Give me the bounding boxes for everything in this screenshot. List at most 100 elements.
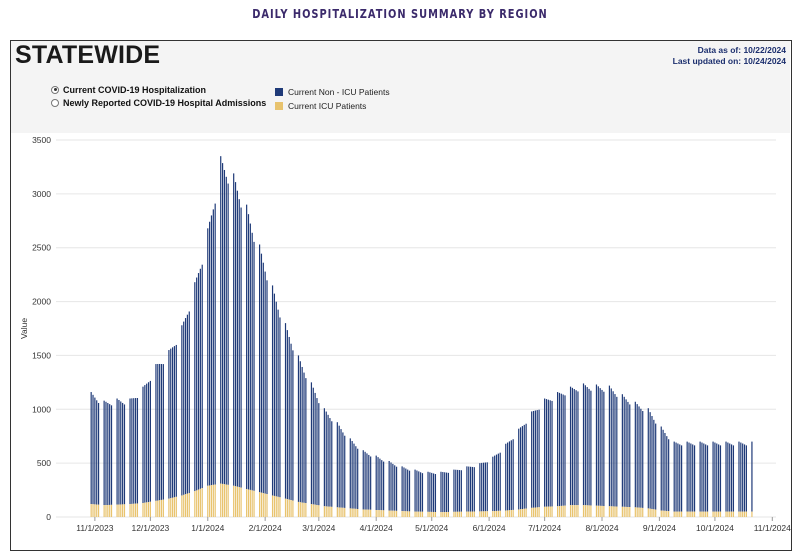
bar-icu (103, 505, 105, 517)
bar-non-icu (275, 301, 277, 497)
bar-icu (584, 505, 586, 517)
bar-non-icu (421, 473, 424, 512)
bar-non-icu (544, 398, 546, 507)
bar-icu (403, 511, 405, 517)
bar-icu (327, 506, 329, 517)
legend-swatch-icu (275, 102, 283, 110)
bar-non-icu (299, 361, 301, 503)
bar-icu (638, 507, 640, 517)
bar-non-icu (134, 398, 137, 504)
radio-label: Current COVID-19 Hospitalization (63, 84, 207, 95)
legend-item-icu[interactable]: Current ICU Patients (275, 99, 390, 113)
bar-icu (481, 511, 483, 517)
radio-new-admissions[interactable]: Newly Reported COVID-19 Hospital Admissi… (51, 96, 266, 109)
bar-non-icu (649, 412, 651, 509)
bar-icu (460, 511, 462, 517)
bar-icu (664, 510, 666, 517)
bar-icu (536, 507, 538, 517)
bar-non-icu (601, 389, 603, 506)
bar-icu (305, 503, 307, 517)
bar-non-icu (197, 273, 200, 490)
bar-icu (109, 504, 111, 517)
bar-non-icu (329, 418, 331, 507)
bar-icu (614, 506, 616, 517)
bar-icu (688, 511, 690, 517)
bar-icu (383, 510, 385, 517)
bar-icu (532, 507, 535, 517)
bar-icu (512, 509, 514, 517)
bar-non-icu (738, 441, 740, 512)
bar-non-icu (297, 355, 300, 502)
bar-non-icu (427, 471, 429, 512)
bar-icu (668, 511, 670, 517)
bar-non-icu (305, 378, 307, 504)
bar-non-icu (416, 470, 418, 512)
bar-non-icu (479, 463, 481, 512)
bar-non-icu (595, 384, 598, 506)
bar-non-icu (271, 285, 274, 496)
bar-non-icu (638, 406, 640, 508)
bar-icu (362, 509, 364, 517)
bar-icu (486, 511, 488, 517)
bar-icu (97, 504, 100, 517)
bar-icu (94, 504, 96, 517)
bar-non-icu (636, 404, 638, 508)
bar-non-icu (612, 391, 614, 507)
bar-icu (157, 500, 159, 517)
bar-icu (414, 511, 416, 517)
bar-icu (725, 511, 727, 517)
bar-non-icu (131, 398, 133, 504)
bar-non-icu (481, 462, 483, 512)
bar-non-icu (718, 444, 720, 512)
bar-icu (699, 511, 701, 517)
bar-non-icu (603, 391, 605, 506)
bar-icu (273, 495, 276, 517)
bar-non-icu (212, 209, 214, 485)
bar-non-icu (264, 271, 266, 494)
bar-icu (120, 504, 122, 517)
bar-non-icu (507, 442, 509, 511)
bar-non-icu (640, 408, 642, 508)
bar-icu (442, 512, 444, 517)
bar-non-icu (146, 383, 148, 503)
legend-item-non-icu[interactable]: Current Non - ICU Patients (275, 85, 390, 99)
radio-selected-icon[interactable] (51, 85, 59, 94)
bar-non-icu (690, 443, 692, 512)
bar-non-icu (368, 454, 370, 510)
bar-icu (390, 510, 392, 517)
bar-non-icu (220, 156, 222, 484)
bar-non-icu (349, 438, 351, 509)
bar-non-icu (418, 471, 420, 512)
bar-non-icu (519, 427, 522, 510)
bar-non-icu (336, 422, 338, 508)
bar-icu (545, 506, 548, 517)
bar-icu (447, 511, 449, 517)
bar-non-icu (729, 443, 731, 512)
bar-non-icu (223, 169, 226, 485)
bar-icu (479, 511, 481, 517)
bar-non-icu (331, 421, 333, 507)
bar-icu (246, 488, 248, 517)
bar-icu (240, 487, 242, 517)
radio-current-hospitalization[interactable]: Current COVID-19 Hospitalization (51, 83, 266, 96)
bar-non-icu (457, 469, 459, 512)
bar-non-icu (647, 408, 649, 509)
bar-icu (225, 484, 227, 517)
bar-non-icu (316, 398, 318, 505)
bar-icu (571, 505, 574, 517)
bar-icu (420, 511, 422, 517)
x-tick-label: 7/1/2024 (528, 523, 561, 533)
radio-unselected-icon[interactable] (51, 98, 59, 107)
bar-non-icu (679, 444, 681, 512)
bar-icu (249, 489, 251, 517)
bar-non-icu (588, 388, 590, 506)
bar-non-icu (582, 383, 585, 506)
bar-icu (751, 511, 753, 517)
bar-non-icu (455, 469, 457, 512)
bar-icu (286, 499, 288, 517)
bar-icu (92, 504, 94, 517)
bar-non-icu (534, 410, 536, 508)
bar-non-icu (468, 466, 470, 512)
bar-icu (468, 511, 470, 517)
bar-icu (547, 506, 549, 517)
